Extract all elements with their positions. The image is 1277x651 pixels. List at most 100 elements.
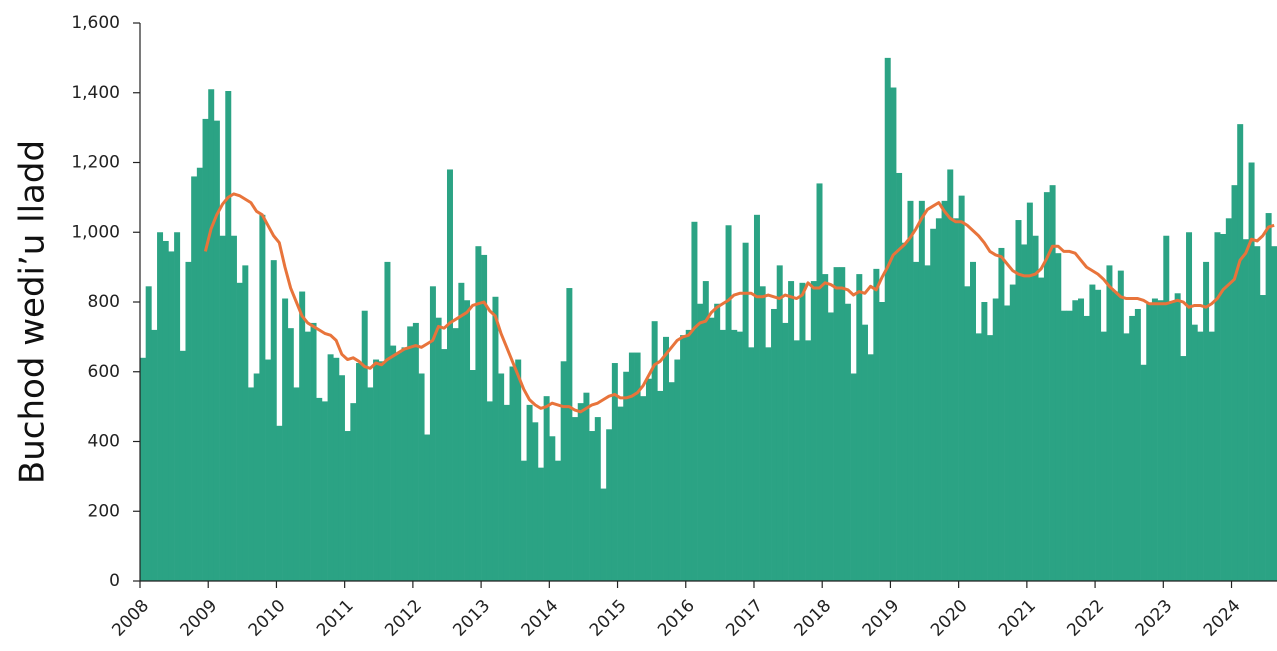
bar [373, 359, 380, 581]
bar [1197, 331, 1204, 581]
bar [327, 354, 334, 581]
x-tick-label: 2013 [449, 596, 494, 641]
y-tick-label: 600 [88, 362, 120, 382]
bar [1203, 261, 1210, 581]
bar [827, 312, 834, 581]
bar [361, 310, 368, 581]
bar [157, 232, 164, 581]
bar [640, 396, 647, 581]
bar [537, 467, 544, 581]
bar [1004, 305, 1011, 581]
bar [1248, 162, 1255, 581]
bar [1083, 315, 1090, 581]
bar [583, 392, 590, 581]
bar [1032, 235, 1039, 582]
x-tick-label: 2014 [518, 596, 563, 641]
bar [1259, 295, 1266, 581]
bar [151, 329, 158, 581]
bar [782, 322, 789, 581]
bar [208, 89, 215, 581]
bar [1151, 298, 1158, 581]
bar [1186, 232, 1193, 581]
bar [310, 322, 317, 581]
bar [486, 401, 493, 581]
bar [367, 387, 374, 581]
bar [1066, 310, 1073, 581]
bar [407, 326, 414, 581]
bar [1140, 364, 1147, 581]
x-tick-label: 2023 [1132, 596, 1177, 641]
bar [714, 303, 721, 581]
x-tick-label: 2015 [586, 596, 631, 641]
bar [378, 361, 385, 581]
bar [321, 401, 328, 581]
y-tick-label: 200 [88, 501, 120, 521]
bar [907, 200, 914, 582]
x-tick-label: 2020 [927, 596, 972, 641]
bar [140, 357, 146, 581]
bar [344, 431, 351, 581]
bar [822, 274, 829, 581]
x-tick-label: 2024 [1200, 596, 1245, 641]
y-tick-label: 1,600 [71, 13, 120, 33]
bar [697, 303, 704, 581]
bar [879, 302, 886, 581]
bar [162, 240, 169, 581]
bar [1123, 333, 1130, 581]
bar [441, 349, 448, 581]
bar [1089, 284, 1096, 581]
bar [520, 460, 527, 581]
bar [975, 333, 982, 581]
bar [503, 404, 510, 581]
bar [213, 120, 220, 582]
bar [350, 403, 357, 581]
bar [702, 281, 709, 581]
bar [1038, 277, 1045, 581]
bar [509, 366, 516, 581]
x-tick-label: 2021 [995, 596, 1040, 641]
bar [901, 242, 908, 581]
bar [759, 286, 766, 581]
bar [918, 200, 925, 582]
bar [685, 329, 692, 581]
bar [1191, 324, 1198, 581]
bar [1265, 213, 1272, 581]
bar [844, 303, 851, 581]
bar [464, 300, 471, 581]
bar [913, 261, 920, 581]
bar [481, 254, 488, 581]
bar [1208, 331, 1215, 581]
bar [549, 436, 556, 581]
bar [1078, 298, 1085, 581]
bar [1242, 239, 1249, 581]
bar [1237, 124, 1244, 581]
bar [1009, 284, 1016, 581]
bar [293, 387, 300, 581]
bar [873, 268, 880, 581]
bar [589, 431, 596, 581]
bar [1174, 293, 1181, 581]
bar [867, 354, 874, 581]
bar [1026, 202, 1033, 581]
x-tick-label: 2019 [859, 596, 904, 641]
bar [930, 228, 937, 581]
bar [617, 406, 624, 581]
x-tick-label: 2011 [313, 596, 358, 641]
bar [606, 429, 613, 581]
bar [191, 176, 198, 581]
bar [1225, 218, 1232, 582]
bar [1254, 246, 1261, 581]
bar [577, 403, 584, 581]
bar [469, 370, 476, 581]
bar [299, 291, 306, 581]
bar [970, 261, 976, 581]
bar [1060, 310, 1067, 581]
bar [594, 417, 601, 581]
x-tick-label: 2018 [791, 596, 836, 641]
bar [719, 329, 726, 581]
bar [492, 296, 499, 581]
bar [265, 359, 272, 581]
y-tick-label: 800 [88, 292, 120, 312]
bar [543, 396, 550, 581]
bar [566, 288, 573, 581]
